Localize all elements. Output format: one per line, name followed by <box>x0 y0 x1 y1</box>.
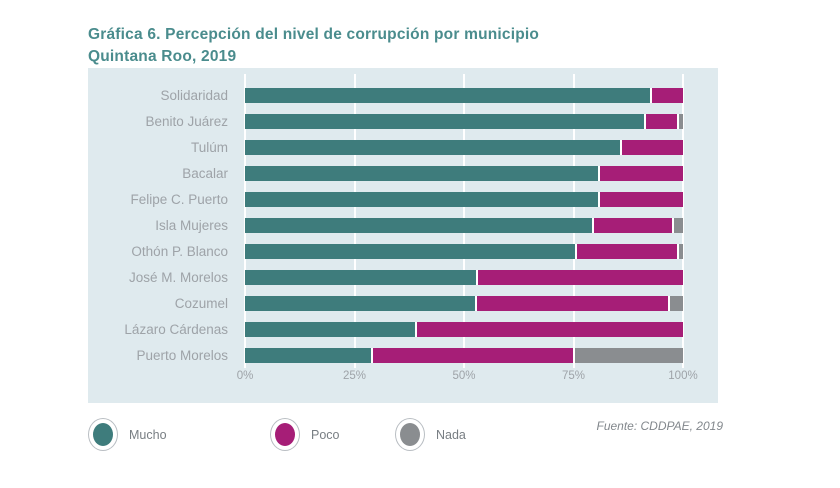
source-note: Fuente: CDDPAE, 2019 <box>596 419 723 433</box>
legend-label: Mucho <box>129 427 167 442</box>
bar-segment-poco <box>478 269 683 285</box>
stacked-bar <box>245 191 683 207</box>
bar-segment-mucho <box>245 269 477 285</box>
bar-row: Lázaro Cárdenas <box>88 316 718 342</box>
chart-subtitle: Quintana Roo, 2019 <box>88 48 237 65</box>
stacked-bar <box>245 87 683 103</box>
x-tick-label: 100% <box>668 370 698 382</box>
chart-panel: Solidaridad Benito Juárez Tulúm Bacalar Feli… <box>88 68 718 403</box>
stacked-bar <box>245 139 683 155</box>
bar-row: Bacalar <box>88 160 718 186</box>
category-label: Felipe C. Puerto <box>130 191 228 207</box>
legend-marker-icon <box>88 418 118 451</box>
bar-segment-mucho <box>245 113 645 129</box>
x-tick-label: 25% <box>342 370 367 382</box>
bar-segment-poco <box>477 295 668 311</box>
stacked-bar <box>245 113 683 129</box>
category-label: José M. Morelos <box>128 269 228 285</box>
legend-dot <box>400 423 420 446</box>
bar-segment-nada <box>678 243 683 259</box>
stacked-bar <box>245 165 683 181</box>
bar-row: Puerto Morelos <box>88 342 718 368</box>
bar-row: Othón P. Blanco <box>88 238 718 264</box>
bar-row: Felipe C. Puerto <box>88 186 718 212</box>
category-label: Bacalar <box>182 165 228 181</box>
bar-segment-mucho <box>245 87 651 103</box>
category-label: Tulúm <box>190 139 228 155</box>
legend-item-nada: Nada <box>395 418 466 451</box>
legend-item-mucho: Mucho <box>88 418 167 451</box>
stacked-bar <box>245 243 683 259</box>
bar-segment-mucho <box>245 217 593 233</box>
chart-title: Gráfica 6. Percepción del nivel de corru… <box>88 26 540 43</box>
bar-row: Tulúm <box>88 134 718 160</box>
stacked-bar <box>245 269 683 285</box>
legend-dot <box>275 423 295 446</box>
bar-row: Cozumel <box>88 290 718 316</box>
bar-segment-poco <box>372 347 573 363</box>
category-label: Cozumel <box>174 295 228 311</box>
legend-item-poco: Poco <box>270 418 340 451</box>
category-label: Benito Juárez <box>145 113 228 129</box>
bar-segment-poco <box>600 191 683 207</box>
x-axis: 0% 25% 50% 75% 100% <box>237 370 698 390</box>
bar-rows: Solidaridad Benito Juárez Tulúm Bacalar Feli… <box>88 82 718 368</box>
bar-segment-poco <box>594 217 673 233</box>
bar-segment-poco <box>600 165 683 181</box>
category-label: Isla Mujeres <box>155 217 228 233</box>
bar-segment-mucho <box>245 165 599 181</box>
bar-segment-poco <box>417 321 683 337</box>
bar-segment-nada <box>674 217 684 233</box>
bar-segment-mucho <box>245 295 476 311</box>
bar-segment-nada <box>669 295 683 311</box>
category-label: Solidaridad <box>160 87 228 103</box>
bar-segment-mucho <box>245 243 575 259</box>
bar-segment-poco <box>646 113 677 129</box>
bar-segment-poco <box>576 243 677 259</box>
stacked-bar <box>245 347 683 363</box>
legend-marker-icon <box>395 418 425 451</box>
category-label: Lázaro Cárdenas <box>124 321 228 337</box>
bar-segment-nada <box>678 113 683 129</box>
legend-marker-icon <box>270 418 300 451</box>
bar-segment-nada <box>574 347 683 363</box>
category-label: Othón P. Blanco <box>131 243 228 259</box>
x-tick-label: 50% <box>452 370 476 382</box>
bar-segment-mucho <box>245 321 416 337</box>
bar-row: José M. Morelos <box>88 264 718 290</box>
legend-label: Nada <box>436 427 466 442</box>
x-tick-label: 75% <box>561 370 586 382</box>
bar-segment-poco <box>652 87 683 103</box>
legend-label: Poco <box>311 427 340 442</box>
chart-title-block: Gráfica 6. Percepción del nivel de corru… <box>88 24 539 68</box>
bar-row: Isla Mujeres <box>88 212 718 238</box>
bar-segment-poco <box>621 139 683 155</box>
bar-segment-mucho <box>245 191 599 207</box>
category-label: Puerto Morelos <box>136 347 228 363</box>
stacked-bar <box>245 321 683 337</box>
legend-dot <box>93 423 113 446</box>
bar-row: Solidaridad <box>88 82 718 108</box>
bar-segment-mucho <box>245 139 620 155</box>
stacked-bar <box>245 295 683 311</box>
stacked-bar <box>245 217 684 233</box>
x-tick-label: 0% <box>236 370 254 382</box>
bar-segment-mucho <box>245 347 371 363</box>
bar-row: Benito Juárez <box>88 108 718 134</box>
